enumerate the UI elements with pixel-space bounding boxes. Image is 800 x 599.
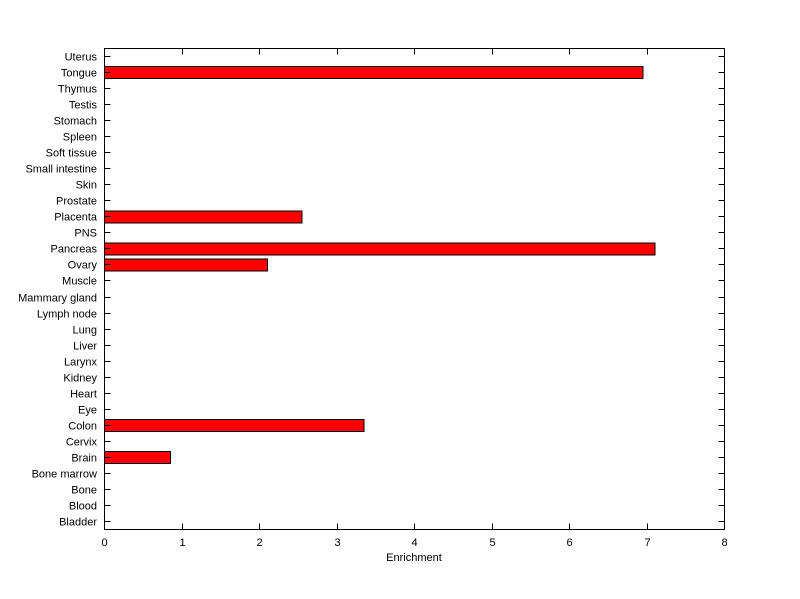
- y-tick-label-tongue: Tongue: [61, 67, 97, 79]
- x-tick-label-4: 4: [411, 537, 417, 549]
- bar-colon: [104, 418, 365, 432]
- y-tick-label-uterus: Uterus: [65, 51, 98, 63]
- y-tick-label-kidney: Kidney: [63, 372, 97, 384]
- y-tick-label-liver: Liver: [73, 340, 97, 352]
- y-tick-label-cervix: Cervix: [66, 436, 98, 448]
- y-tick-label-heart: Heart: [70, 388, 97, 400]
- y-tick-label-prostate: Prostate: [56, 195, 97, 207]
- y-tick-label-soft-tissue: Soft tissue: [46, 147, 97, 159]
- y-tick-label-stomach: Stomach: [54, 115, 97, 127]
- y-tick-label-lung: Lung: [73, 324, 97, 336]
- y-tick-label-mammary-gland: Mammary gland: [18, 292, 97, 304]
- x-tick-label-0: 0: [101, 537, 107, 549]
- x-tick-label-2: 2: [256, 537, 262, 549]
- y-tick-label-lymph-node: Lymph node: [37, 308, 97, 320]
- y-tick-label-muscle: Muscle: [62, 275, 97, 287]
- x-tick-label-5: 5: [489, 537, 495, 549]
- y-tick-label-larynx: Larynx: [64, 356, 98, 368]
- bar-tongue: [104, 66, 644, 80]
- y-tick-label-testis: Testis: [69, 99, 98, 111]
- y-tick-label-ovary: Ovary: [68, 259, 98, 271]
- x-tick-label-8: 8: [721, 537, 727, 549]
- bar-ovary: [104, 258, 268, 272]
- y-tick-label-colon: Colon: [68, 420, 97, 432]
- bar-pancreas: [104, 242, 656, 256]
- y-tick-label-eye: Eye: [78, 404, 97, 416]
- y-tick-label-blood: Blood: [69, 500, 97, 512]
- x-tick-label-3: 3: [334, 537, 340, 549]
- y-tick-label-thymus: Thymus: [58, 83, 98, 95]
- y-tick-label-small-intestine: Small intestine: [25, 163, 97, 175]
- y-tick-label-bone-marrow: Bone marrow: [32, 468, 97, 480]
- y-tick-label-pancreas: Pancreas: [51, 243, 98, 255]
- y-tick-label-placenta: Placenta: [54, 211, 98, 223]
- bar-brain: [104, 450, 171, 464]
- bar-placenta: [104, 210, 303, 224]
- x-tick-label-1: 1: [179, 537, 185, 549]
- y-tick-label-bladder: Bladder: [59, 516, 97, 528]
- y-tick-label-brain: Brain: [71, 452, 97, 464]
- y-tick-label-bone: Bone: [71, 484, 97, 496]
- x-tick-label-7: 7: [644, 537, 650, 549]
- x-axis-label: Enrichment: [386, 552, 442, 564]
- plot-border: [104, 48, 725, 530]
- x-tick-label-6: 6: [566, 537, 572, 549]
- y-tick-label-spleen: Spleen: [63, 131, 97, 143]
- y-tick-label-skin: Skin: [76, 179, 97, 191]
- y-tick-label-pns: PNS: [74, 227, 97, 239]
